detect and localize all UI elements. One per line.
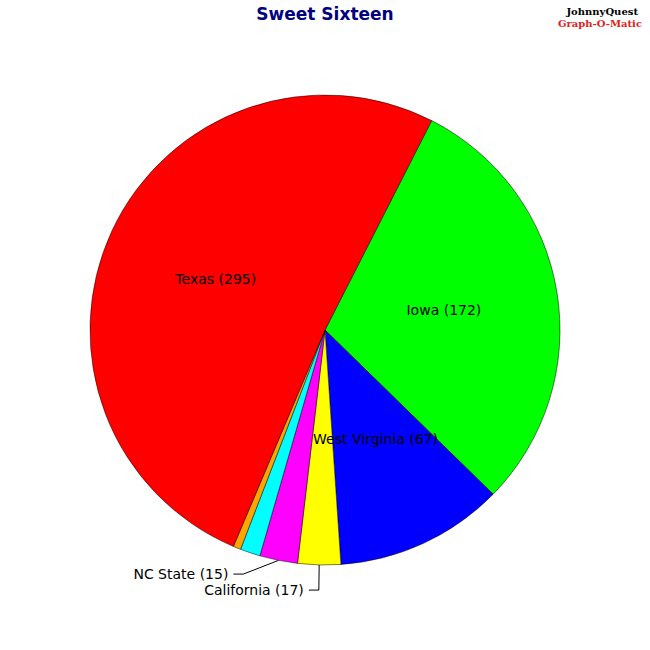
svg-text:California (17): California (17) [204, 582, 304, 598]
svg-text:West Virginia (67): West Virginia (67) [313, 431, 438, 447]
svg-text:Texas (295): Texas (295) [174, 271, 256, 287]
svg-text:NC State (15): NC State (15) [133, 566, 228, 582]
svg-text:Iowa (172): Iowa (172) [406, 302, 481, 318]
svg-text:Graph-O-Matic: Graph-O-Matic [558, 18, 642, 29]
svg-text:JohnnyQuest: JohnnyQuest [565, 6, 638, 17]
svg-text:Sweet Sixteen: Sweet Sixteen [256, 4, 393, 24]
